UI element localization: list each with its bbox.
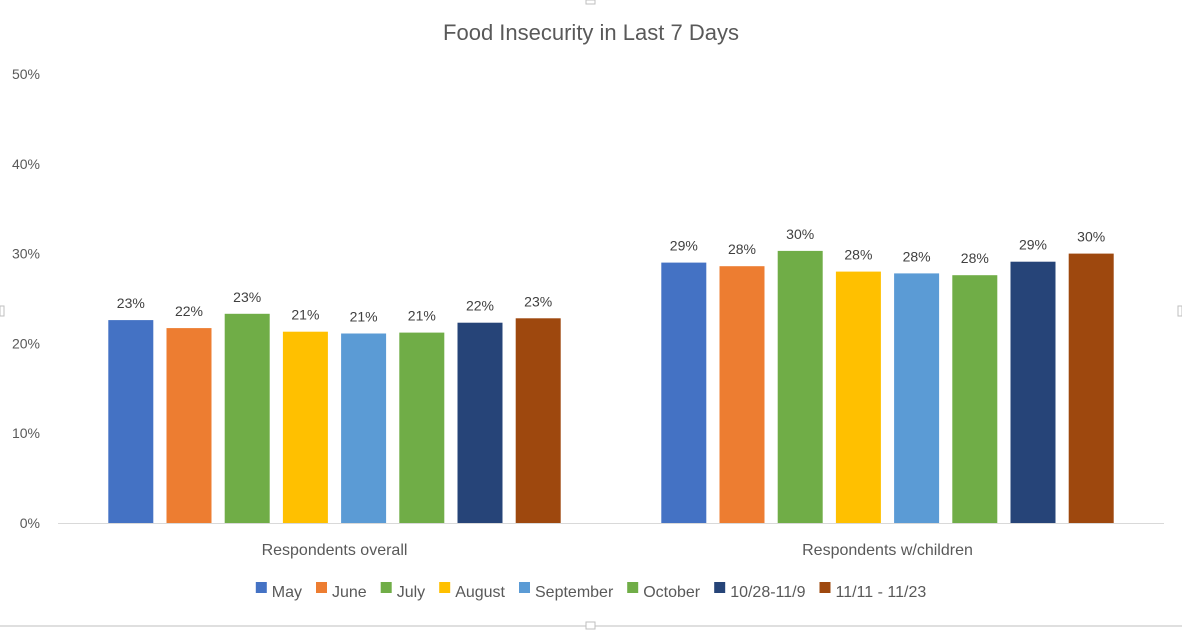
legend-item: 10/28-11/9 — [714, 582, 806, 601]
legend: May June July August September October 10/28-1… — [255, 582, 927, 601]
x-category-label: Respondents overall — [262, 542, 408, 559]
data-label: 30% — [1077, 229, 1105, 245]
data-label: 28% — [903, 248, 931, 264]
y-tick-label: 20% — [12, 335, 40, 351]
data-label: 21% — [408, 308, 436, 324]
bar — [457, 322, 503, 523]
legend-swatch — [316, 582, 327, 593]
bar — [661, 262, 707, 523]
x-axis-labels: Respondents overall Respondents w/childre… — [262, 542, 973, 559]
y-tick-label: 30% — [12, 246, 40, 262]
data-label: 29% — [670, 238, 698, 254]
legend-swatch — [255, 582, 267, 593]
legend-label: September — [535, 584, 614, 601]
legend-label: August — [455, 584, 505, 601]
legend-swatch — [519, 582, 530, 593]
data-labels: 23% 22% 23% 21% 21% 21% 22% 23% 29% 28% 30% 28% 28% 2… — [117, 226, 1105, 325]
legend-label: June — [332, 584, 367, 601]
bar — [1010, 261, 1056, 523]
y-tick-label: 0% — [20, 515, 40, 531]
legend-item: June — [316, 582, 367, 601]
data-label: 23% — [233, 289, 261, 305]
bar — [341, 333, 387, 523]
bar — [224, 313, 270, 523]
data-label: 21% — [291, 307, 319, 323]
y-axis: 0% 10% 20% 30% 40% 50% — [12, 66, 40, 531]
legend-swatch — [714, 582, 726, 593]
bar — [777, 250, 823, 523]
bar — [515, 318, 561, 523]
legend-swatch — [380, 582, 392, 593]
legend-label: October — [643, 584, 701, 601]
data-label: 28% — [728, 241, 756, 257]
bar — [952, 275, 998, 523]
y-tick-label: 40% — [12, 156, 40, 172]
legend-swatch — [439, 582, 451, 593]
legend-label: July — [397, 584, 425, 601]
legend-label: 10/28-11/9 — [730, 584, 805, 601]
data-label: 22% — [175, 303, 203, 319]
bar — [894, 273, 940, 523]
bar — [835, 271, 881, 523]
data-label: 22% — [466, 298, 494, 314]
x-category-label: Respondents w/children — [802, 542, 973, 559]
data-label: 23% — [524, 293, 552, 309]
legend-label: 11/11 - 11/23 — [836, 584, 927, 601]
legend-label: May — [272, 584, 302, 601]
bars — [108, 250, 1114, 523]
bar — [108, 320, 154, 523]
legend-swatch — [627, 582, 639, 593]
legend-item: May — [255, 582, 302, 601]
bar — [1068, 253, 1114, 523]
chart-title: Food Insecurity in Last 7 Days — [443, 20, 739, 45]
data-label: 28% — [961, 250, 989, 266]
y-tick-label: 50% — [12, 66, 40, 82]
data-label: 30% — [786, 226, 814, 242]
data-label: 28% — [844, 247, 872, 263]
data-label: 21% — [350, 309, 378, 325]
legend-item: August — [439, 582, 506, 601]
bar — [282, 331, 328, 523]
y-tick-label: 10% — [12, 425, 40, 441]
legend-item: 11/11 - 11/23 — [819, 582, 927, 601]
data-label: 23% — [117, 295, 145, 311]
bar — [166, 328, 212, 523]
legend-item: October — [627, 582, 701, 601]
legend-item: September — [519, 582, 614, 601]
legend-swatch — [819, 582, 831, 593]
data-label: 29% — [1019, 237, 1047, 253]
legend-item: July — [380, 582, 425, 601]
bar — [719, 266, 765, 523]
bar — [399, 332, 445, 523]
